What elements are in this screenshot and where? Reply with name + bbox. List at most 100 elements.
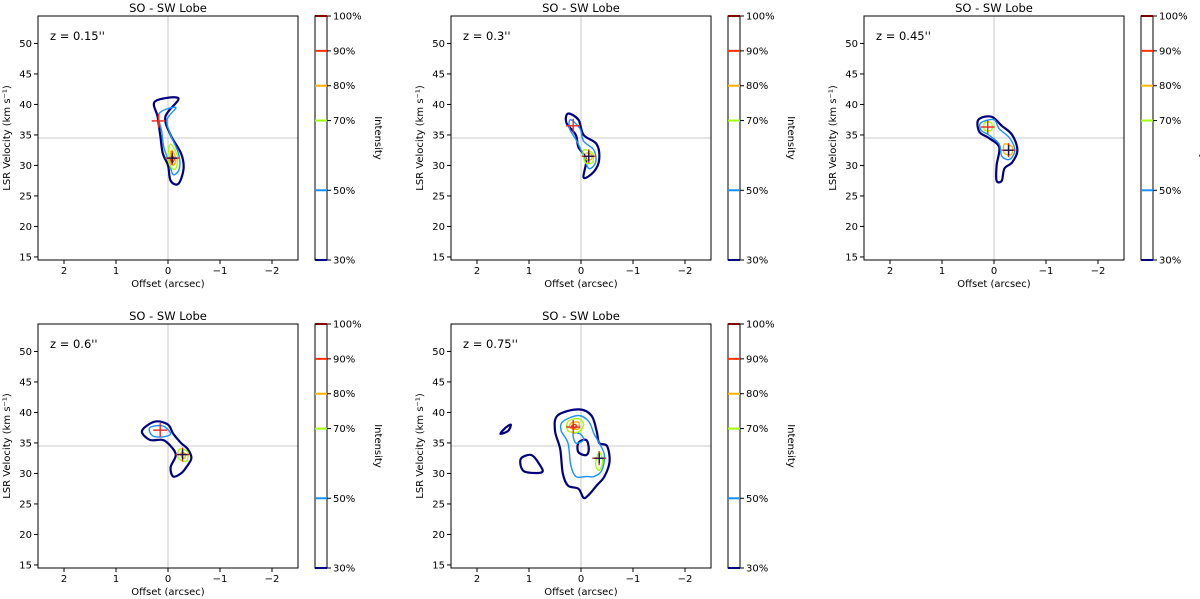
colorbar-frame xyxy=(727,323,741,569)
y-tick-label: 35 xyxy=(432,130,445,141)
panel-1: 2 1 0 −1 −2 15 20 25 30 35 40 45 50 SO - SW Lobe z = 0… xyxy=(2,1,383,290)
x-tick-label: 0 xyxy=(578,266,584,277)
colorbar: 100% 90% 80% 70% 50% 30% Intensity xyxy=(727,320,796,575)
peak-marker-1 xyxy=(566,118,581,133)
contour-group xyxy=(976,115,1019,184)
y-tick-label: 30 xyxy=(845,161,858,172)
redshift-annotation: z = 0.75'' xyxy=(463,337,518,351)
colorbar-label: Intensity xyxy=(785,116,796,160)
colorbar-tick-label: 90% xyxy=(746,46,768,57)
panel-2: 2 1 0 −1 −2 15 20 25 30 35 40 45 50 SO - SW Lobe z = 0… xyxy=(415,1,796,290)
colorbar-tick-label: 70% xyxy=(746,116,768,127)
peak-marker-1 xyxy=(151,113,166,128)
contour-50-2 xyxy=(148,424,172,438)
contour-30-2 xyxy=(519,453,544,475)
x-tick-label: 2 xyxy=(61,266,67,277)
y-tick-label: 40 xyxy=(19,100,32,111)
redshift-annotation: z = 0.6'' xyxy=(50,337,98,351)
peak-marker-3 xyxy=(177,449,188,460)
y-axis-label: LSR Velocity (km s⁻¹) xyxy=(2,85,13,191)
contour-30-1 xyxy=(152,96,185,186)
colorbar-tick-label: 80% xyxy=(1159,81,1181,92)
colorbar-tick-label: 100% xyxy=(1159,12,1188,23)
colorbar-tick-label: 100% xyxy=(333,12,362,23)
peak-marker-1 xyxy=(153,423,168,438)
y-tick-label: 30 xyxy=(19,161,32,172)
colorbar-tick-label: 90% xyxy=(333,46,355,57)
x-tick-label: 2 xyxy=(61,574,67,585)
x-tick-label: −1 xyxy=(1039,266,1054,277)
contour-70-7 xyxy=(566,417,585,434)
x-tick-label: 0 xyxy=(165,574,171,585)
colorbar-tick-label: 70% xyxy=(1159,116,1181,127)
panel-3: 2 1 0 −1 −2 15 20 25 30 35 40 45 50 SO - SW Lobe z = 0… xyxy=(828,1,1200,290)
contour-30-1 xyxy=(140,420,193,478)
y-tick-label: 30 xyxy=(432,161,445,172)
y-tick-label: 25 xyxy=(432,191,445,202)
x-tick-label: −2 xyxy=(678,574,693,585)
contour-30-1 xyxy=(553,408,611,500)
x-tick-label: −1 xyxy=(213,266,228,277)
colorbar-frame xyxy=(1140,15,1154,261)
contour-80-4 xyxy=(168,149,177,167)
y-tick-label: 25 xyxy=(19,499,32,510)
x-axis-label: Offset (arcsec) xyxy=(544,587,618,598)
contour-70-3 xyxy=(167,143,179,170)
colorbar-tick-label: 30% xyxy=(333,256,355,267)
peak-marker-1 xyxy=(566,420,581,435)
colorbar-tick-label: 50% xyxy=(746,494,768,505)
y-axis-label: LSR Velocity (km s⁻¹) xyxy=(415,85,426,191)
contour-group xyxy=(152,96,185,186)
colorbar-tick-label: 30% xyxy=(746,564,768,575)
x-tick-label: 1 xyxy=(939,266,945,277)
y-tick-label: 40 xyxy=(432,408,445,419)
contour-70-3 xyxy=(582,149,595,165)
colorbar-tick-label: 50% xyxy=(1159,186,1181,197)
contour-50-5 xyxy=(559,414,606,479)
contour-30-4 xyxy=(499,423,512,435)
x-tick-label: −2 xyxy=(1091,266,1106,277)
contour-70-3 xyxy=(983,121,993,132)
x-tick-label: −2 xyxy=(678,266,693,277)
y-tick-label: 20 xyxy=(432,222,445,233)
panel-4: 2 1 0 −1 −2 15 20 25 30 35 40 45 50 SO - SW Lobe z = 0… xyxy=(2,309,383,598)
y-tick-label: 45 xyxy=(432,377,445,388)
colorbar-tick-label: 90% xyxy=(1159,46,1181,57)
colorbar-frame xyxy=(314,15,328,261)
panel-title: SO - SW Lobe xyxy=(129,1,207,15)
panel-title: SO - SW Lobe xyxy=(542,1,620,15)
x-axis-label: Offset (arcsec) xyxy=(131,587,205,598)
x-axis-label: Offset (arcsec) xyxy=(131,279,205,290)
colorbar-tick-label: 90% xyxy=(746,354,768,365)
colorbar-tick-label: 80% xyxy=(746,389,768,400)
y-tick-label: 30 xyxy=(432,469,445,480)
x-axis-label: Offset (arcsec) xyxy=(957,279,1031,290)
y-tick-label: 35 xyxy=(432,438,445,449)
contour-group xyxy=(499,408,611,500)
x-tick-label: 1 xyxy=(526,266,532,277)
colorbar-tick-label: 50% xyxy=(746,186,768,197)
colorbar-tick-label: 50% xyxy=(333,186,355,197)
colorbar: 100% 90% 80% 70% 50% 30% Intensity xyxy=(727,12,796,267)
contour-50-2 xyxy=(568,119,597,170)
peak-marker-3 xyxy=(1003,145,1014,156)
redshift-annotation: z = 0.45'' xyxy=(876,29,931,43)
y-tick-label: 15 xyxy=(432,252,445,263)
x-tick-label: 0 xyxy=(991,266,997,277)
y-tick-label: 45 xyxy=(19,69,32,80)
x-tick-label: 2 xyxy=(887,266,893,277)
contour-50-2 xyxy=(157,106,181,176)
contour-70-3 xyxy=(177,448,189,463)
y-tick-label: 50 xyxy=(432,347,445,358)
colorbar: 100% 90% 80% 70% 50% 30% Intensity xyxy=(1140,12,1200,267)
colorbar-tick-label: 80% xyxy=(333,389,355,400)
colorbar: 100% 90% 80% 70% 50% 30% Intensity xyxy=(314,320,383,575)
y-tick-label: 20 xyxy=(19,530,32,541)
y-tick-label: 40 xyxy=(845,100,858,111)
panel-5: 2 1 0 −1 −2 15 20 25 30 35 40 45 50 SO - SW Lobe z = 0… xyxy=(415,309,796,598)
colorbar-tick-label: 80% xyxy=(333,81,355,92)
y-tick-label: 45 xyxy=(19,377,32,388)
y-tick-label: 15 xyxy=(19,252,32,263)
colorbar-tick-label: 80% xyxy=(746,81,768,92)
panel-title: SO - SW Lobe xyxy=(542,309,620,323)
